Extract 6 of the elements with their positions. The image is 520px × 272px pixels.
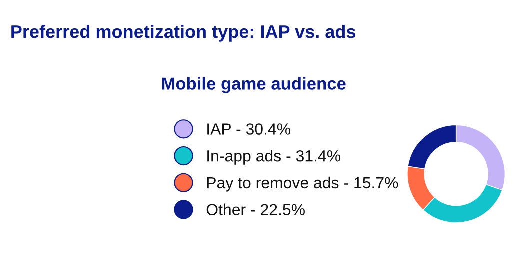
chart-subtitle: Mobile game audience (162, 77, 346, 94)
legend-label: IAP - 30.4% (208, 124, 290, 135)
legend-label: Other - 22.5% (206, 204, 305, 216)
legend-label: In-app ads - 31.4% (208, 150, 340, 165)
chart-title: Preferred monetization type: IAP vs. ads (12, 24, 356, 42)
legend-label: Pay to remove ads - 15.7% (207, 176, 398, 192)
